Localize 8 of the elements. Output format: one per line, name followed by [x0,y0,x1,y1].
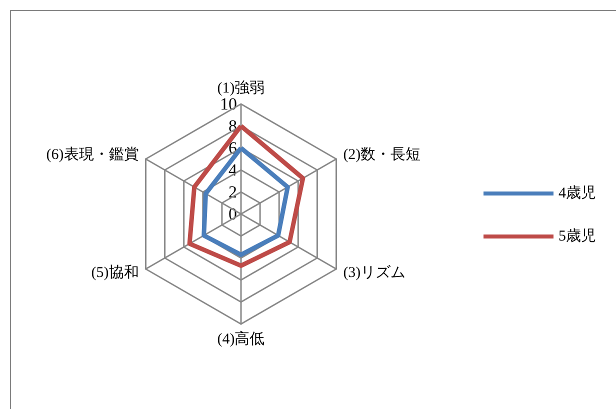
legend-label: 5歳児 [558,228,596,244]
legend-label: 4歳児 [558,184,596,202]
spoke-label: (5)協和 [91,264,139,281]
spoke-label: (3)リズム [343,264,406,281]
spoke-label: (1)強弱 [217,80,265,96]
spoke-label: (2)数・長短 [343,147,421,163]
spoke-label: (6)表現・鑑賞 [46,146,139,163]
spoke-label: (4)高低 [217,330,265,348]
